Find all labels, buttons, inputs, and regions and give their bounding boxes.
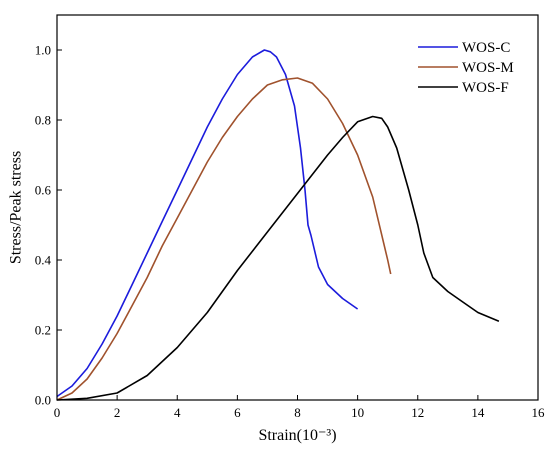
y-tick-label: 1.0: [35, 43, 51, 58]
series-line-wos-f: [56, 115, 500, 401]
x-axis-title: Strain(10⁻³): [258, 427, 336, 444]
x-tick-label: 2: [114, 405, 121, 420]
y-tick-label: 0.4: [35, 253, 52, 268]
x-tick-label: 10: [351, 405, 364, 420]
legend-label: WOS-C: [462, 40, 510, 56]
y-tick-label: 0.2: [35, 323, 51, 338]
y-tick-label: 0.6: [35, 183, 52, 198]
x-tick-label: 12: [411, 405, 424, 420]
x-tick-label: 4: [174, 405, 181, 420]
series-line-wos-c: [56, 49, 359, 398]
x-tick-label: 6: [234, 405, 241, 420]
legend: WOS-C WOS-M WOS-F: [418, 40, 514, 96]
x-tick-label: 0: [54, 405, 61, 420]
x-tick-label: 8: [294, 405, 301, 420]
plot-area: [56, 49, 500, 401]
x-tick-label: 14: [471, 405, 485, 420]
x-tick-label: 16: [532, 405, 546, 420]
series-line-wos-m: [56, 77, 392, 401]
legend-label: WOS-M: [462, 60, 514, 76]
legend-label: WOS-F: [462, 80, 509, 96]
y-axis-title: Stress/Peak stress: [8, 151, 25, 264]
x-axis: 0 2 4 6 8 10 12 14 16: [54, 395, 545, 420]
y-tick-label: 0.0: [35, 393, 51, 408]
y-axis: 0.0 0.2 0.4 0.6 0.8 1.0: [35, 43, 62, 408]
y-tick-label: 0.8: [35, 113, 51, 128]
